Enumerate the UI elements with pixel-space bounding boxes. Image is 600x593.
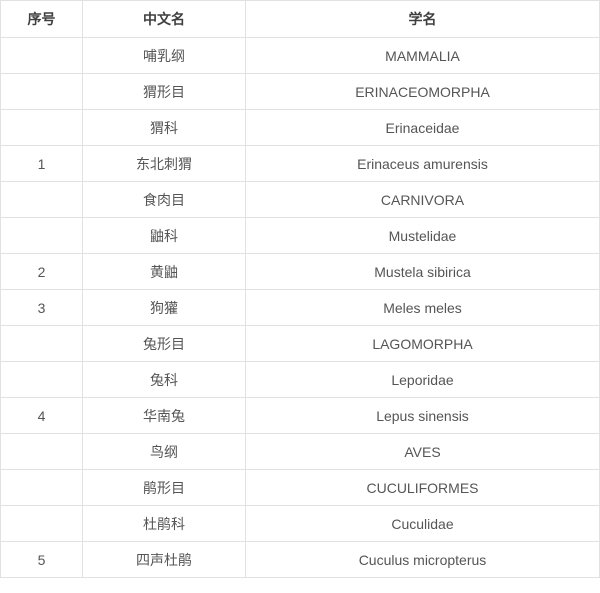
cell-no bbox=[0, 505, 83, 542]
cell-sci: MAMMALIA bbox=[245, 37, 600, 74]
cell-cn: 鼬科 bbox=[82, 217, 246, 254]
cell-cn: 黄鼬 bbox=[82, 253, 246, 290]
cell-sci: AVES bbox=[245, 433, 600, 470]
table-row: 4 华南兔 Lepus sinensis bbox=[0, 397, 600, 434]
cell-no bbox=[0, 73, 83, 110]
cell-no bbox=[0, 325, 83, 362]
cell-no bbox=[0, 217, 83, 254]
cell-cn: 华南兔 bbox=[82, 397, 246, 434]
table-header-row: 序号 中文名 学名 bbox=[0, 0, 600, 38]
table-row: 哺乳纲 MAMMALIA bbox=[0, 37, 600, 74]
table-row: 鹃形目 CUCULIFORMES bbox=[0, 469, 600, 506]
cell-sci: Mustelidae bbox=[245, 217, 600, 254]
cell-no bbox=[0, 469, 83, 506]
table-row: 食肉目 CARNIVORA bbox=[0, 181, 600, 218]
cell-no: 2 bbox=[0, 253, 83, 290]
cell-cn: 杜鹃科 bbox=[82, 505, 246, 542]
table-row: 猬科 Erinaceidae bbox=[0, 109, 600, 146]
cell-cn: 鸟纲 bbox=[82, 433, 246, 470]
cell-sci: Mustela sibirica bbox=[245, 253, 600, 290]
cell-no bbox=[0, 37, 83, 74]
cell-cn: 四声杜鹃 bbox=[82, 541, 246, 578]
cell-no: 5 bbox=[0, 541, 83, 578]
cell-sci: Meles meles bbox=[245, 289, 600, 326]
cell-no bbox=[0, 181, 83, 218]
column-header-chinese-name: 中文名 bbox=[82, 0, 246, 38]
table-body: 哺乳纲 MAMMALIA 猬形目 ERINACEOMORPHA 猬科 Erinaceida… bbox=[0, 37, 600, 578]
table-row: 3 狗獾 Meles meles bbox=[0, 289, 600, 326]
table-row: 鸟纲 AVES bbox=[0, 433, 600, 470]
table-row: 1 东北刺猬 Erinaceus amurensis bbox=[0, 145, 600, 182]
cell-no: 3 bbox=[0, 289, 83, 326]
cell-cn: 东北刺猬 bbox=[82, 145, 246, 182]
cell-sci: Erinaceidae bbox=[245, 109, 600, 146]
table-row: 2 黄鼬 Mustela sibirica bbox=[0, 253, 600, 290]
cell-no: 4 bbox=[0, 397, 83, 434]
column-header-scientific-name: 学名 bbox=[245, 0, 600, 38]
cell-no bbox=[0, 361, 83, 398]
cell-no bbox=[0, 109, 83, 146]
cell-cn: 兔科 bbox=[82, 361, 246, 398]
cell-sci: LAGOMORPHA bbox=[245, 325, 600, 362]
cell-cn: 鹃形目 bbox=[82, 469, 246, 506]
cell-sci: Leporidae bbox=[245, 361, 600, 398]
table-row: 5 四声杜鹃 Cuculus micropterus bbox=[0, 541, 600, 578]
cell-cn: 食肉目 bbox=[82, 181, 246, 218]
column-header-no: 序号 bbox=[0, 0, 83, 38]
table-row: 杜鹃科 Cuculidae bbox=[0, 505, 600, 542]
cell-sci: Lepus sinensis bbox=[245, 397, 600, 434]
cell-no bbox=[0, 433, 83, 470]
cell-sci: Cuculus micropterus bbox=[245, 541, 600, 578]
cell-sci: Cuculidae bbox=[245, 505, 600, 542]
cell-sci: CUCULIFORMES bbox=[245, 469, 600, 506]
cell-cn: 兔形目 bbox=[82, 325, 246, 362]
table-row: 鼬科 Mustelidae bbox=[0, 217, 600, 254]
cell-cn: 猬形目 bbox=[82, 73, 246, 110]
cell-cn: 狗獾 bbox=[82, 289, 246, 326]
cell-sci: CARNIVORA bbox=[245, 181, 600, 218]
cell-cn: 猬科 bbox=[82, 109, 246, 146]
table-row: 猬形目 ERINACEOMORPHA bbox=[0, 73, 600, 110]
cell-no: 1 bbox=[0, 145, 83, 182]
cell-sci: Erinaceus amurensis bbox=[245, 145, 600, 182]
species-table: 序号 中文名 学名 哺乳纲 MAMMALIA 猬形目 ERINACEOMORPHA 猬科… bbox=[0, 0, 600, 578]
cell-sci: ERINACEOMORPHA bbox=[245, 73, 600, 110]
table-row: 兔形目 LAGOMORPHA bbox=[0, 325, 600, 362]
cell-cn: 哺乳纲 bbox=[82, 37, 246, 74]
table-row: 兔科 Leporidae bbox=[0, 361, 600, 398]
